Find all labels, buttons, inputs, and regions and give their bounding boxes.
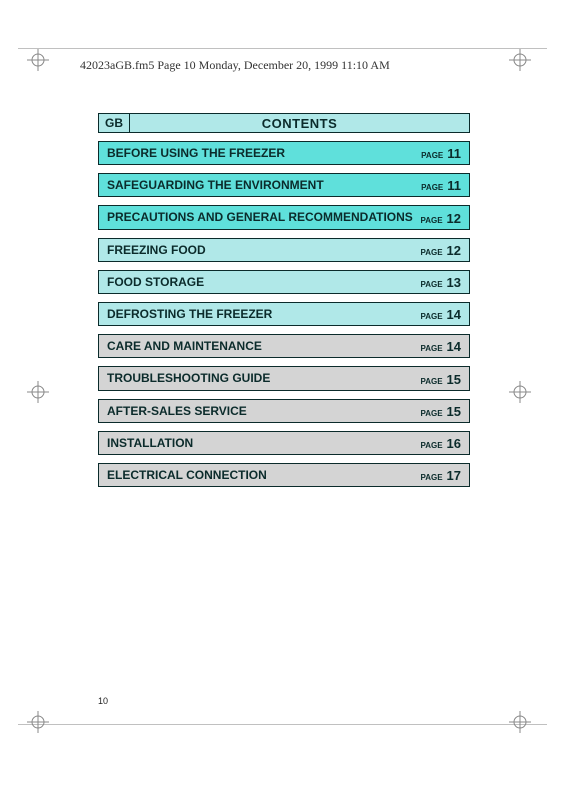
toc-entry-page: 12 — [447, 211, 461, 226]
toc-entry-page: 12 — [447, 243, 461, 258]
page-label: PAGE — [420, 248, 442, 258]
toc-entry-title: FOOD STORAGE — [107, 274, 420, 290]
toc-entry-title: INSTALLATION — [107, 435, 420, 451]
toc-entry-page: 13 — [447, 275, 461, 290]
toc-entry-title: DEFROSTING THE FREEZER — [107, 306, 420, 322]
toc-entry-title: TROUBLESHOOTING GUIDE — [107, 370, 420, 386]
page-label: PAGE — [420, 377, 442, 387]
top-rule — [18, 48, 547, 49]
page-label: PAGE — [420, 441, 442, 451]
toc-entry-title: CARE AND MAINTENANCE — [107, 338, 420, 354]
registration-mark-icon — [509, 49, 531, 71]
toc-entry-title: BEFORE USING THE FREEZER — [107, 145, 421, 161]
title-row: GB CONTENTS — [98, 113, 470, 133]
toc-entry-page: 15 — [447, 404, 461, 419]
page-label: PAGE — [421, 183, 443, 193]
registration-mark-icon — [27, 49, 49, 71]
toc-entry: DEFROSTING THE FREEZERPAGE 14 — [98, 302, 470, 326]
toc-entry-page: 14 — [447, 339, 461, 354]
toc-entry-title: SAFEGUARDING THE ENVIRONMENT — [107, 177, 421, 193]
bottom-rule — [18, 724, 547, 725]
toc-entry: ELECTRICAL CONNECTIONPAGE 17 — [98, 463, 470, 487]
page-label: PAGE — [420, 280, 442, 290]
toc-entry-page: 16 — [447, 436, 461, 451]
registration-mark-icon — [509, 381, 531, 403]
language-code: GB — [98, 113, 130, 133]
toc-entry: CARE AND MAINTENANCEPAGE 14 — [98, 334, 470, 358]
page-label: PAGE — [420, 312, 442, 322]
toc-entry: FOOD STORAGEPAGE 13 — [98, 270, 470, 294]
toc-entry-title: FREEZING FOOD — [107, 242, 420, 258]
toc-entry: PRECAUTIONS AND GENERAL RECOMMENDATIONSP… — [98, 205, 470, 229]
toc-entry: FREEZING FOODPAGE 12 — [98, 238, 470, 262]
toc-entry-page: 11 — [447, 146, 461, 161]
registration-mark-icon — [27, 711, 49, 733]
page-label: PAGE — [420, 216, 442, 226]
toc-entry: TROUBLESHOOTING GUIDEPAGE 15 — [98, 366, 470, 390]
toc-entry: AFTER-SALES SERVICEPAGE 15 — [98, 399, 470, 423]
registration-mark-icon — [509, 711, 531, 733]
page-label: PAGE — [420, 409, 442, 419]
page-number: 10 — [98, 696, 108, 706]
toc-entry-page: 15 — [447, 372, 461, 387]
toc-entry: SAFEGUARDING THE ENVIRONMENTPAGE 11 — [98, 173, 470, 197]
table-of-contents: GB CONTENTS BEFORE USING THE FREEZERPAGE… — [98, 113, 470, 487]
page-label: PAGE — [420, 344, 442, 354]
registration-mark-icon — [27, 381, 49, 403]
page-label: PAGE — [421, 151, 443, 161]
file-header: 42023aGB.fm5 Page 10 Monday, December 20… — [80, 58, 390, 73]
toc-entry-page: 11 — [447, 178, 461, 193]
toc-entry-title: AFTER-SALES SERVICE — [107, 403, 420, 419]
toc-entry-title: ELECTRICAL CONNECTION — [107, 467, 420, 483]
toc-entry-page: 14 — [447, 307, 461, 322]
contents-heading: CONTENTS — [130, 113, 470, 133]
page-label: PAGE — [420, 473, 442, 483]
toc-entry-title: PRECAUTIONS AND GENERAL RECOMMENDATIONS — [107, 209, 420, 225]
toc-entry: INSTALLATIONPAGE 16 — [98, 431, 470, 455]
toc-entry-page: 17 — [447, 468, 461, 483]
toc-entry: BEFORE USING THE FREEZERPAGE 11 — [98, 141, 470, 165]
